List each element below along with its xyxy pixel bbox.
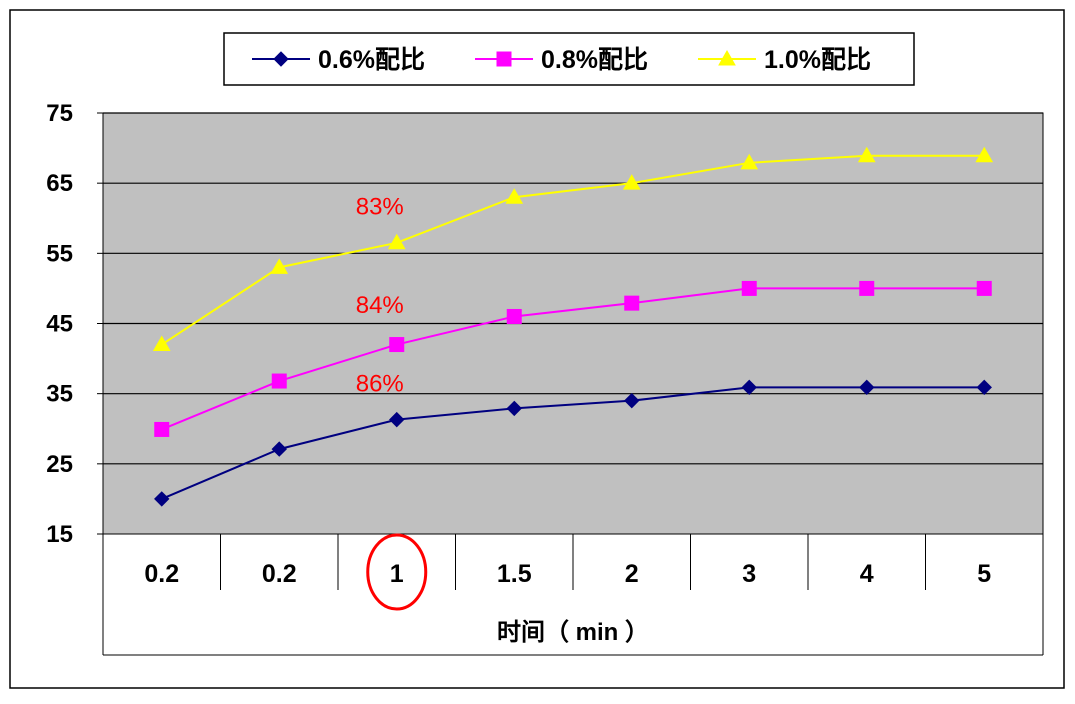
legend-marker <box>273 51 289 67</box>
y-tick-label: 45 <box>46 311 73 338</box>
highlight-circle <box>366 533 428 611</box>
data-point <box>505 188 524 204</box>
data-point <box>389 411 405 428</box>
data-point <box>622 174 641 190</box>
x-tick-label: 5 <box>977 560 991 588</box>
series-line-1 <box>161 287 985 431</box>
x-tick-label: 0.2 <box>262 560 297 588</box>
data-point <box>389 337 405 353</box>
data-point <box>624 392 640 409</box>
y-tick-label: 65 <box>46 170 73 197</box>
x-tick-label: 1 <box>390 560 404 588</box>
annotation-label: 86% <box>356 371 404 398</box>
legend-label: 0.6%配比 <box>318 46 425 74</box>
data-point <box>271 441 287 457</box>
data-point <box>976 280 992 296</box>
y-tick-label: 35 <box>46 381 73 408</box>
data-point <box>271 373 287 389</box>
legend-label: 1.0%配比 <box>764 46 871 74</box>
data-point <box>154 421 170 437</box>
x-tick-label: 4 <box>860 560 874 588</box>
data-point <box>741 379 757 396</box>
x-tick-label: 3 <box>742 560 756 588</box>
data-point <box>741 280 757 296</box>
y-tick-label: 25 <box>46 451 73 478</box>
data-point <box>859 379 875 396</box>
x-tick-label: 1.5 <box>497 560 532 588</box>
data-point <box>506 308 522 324</box>
data-point <box>859 280 875 296</box>
data-point <box>154 491 170 507</box>
x-tick-label: 0.2 <box>144 560 179 588</box>
x-tick-label: 2 <box>625 560 639 588</box>
data-point <box>857 146 876 163</box>
series-line-2 <box>161 154 985 346</box>
data-point <box>975 146 994 163</box>
legend <box>223 32 915 86</box>
annotation-label: 83% <box>356 194 404 221</box>
data-point <box>976 379 992 396</box>
data-point <box>152 335 171 352</box>
y-tick-label: 55 <box>46 240 73 267</box>
data-point <box>387 233 406 250</box>
legend-marker <box>496 51 512 67</box>
data-point <box>270 258 289 274</box>
y-tick-label: 75 <box>46 100 73 127</box>
series-line-0 <box>161 386 985 500</box>
legend-marker <box>718 49 736 66</box>
data-point <box>624 295 640 311</box>
y-tick-label: 15 <box>46 521 73 548</box>
data-point <box>740 153 759 170</box>
x-axis-title: 时间（ min ） <box>497 619 649 646</box>
data-point <box>506 400 522 417</box>
annotation-label: 84% <box>356 292 404 319</box>
legend-label: 0.8%配比 <box>541 46 648 74</box>
